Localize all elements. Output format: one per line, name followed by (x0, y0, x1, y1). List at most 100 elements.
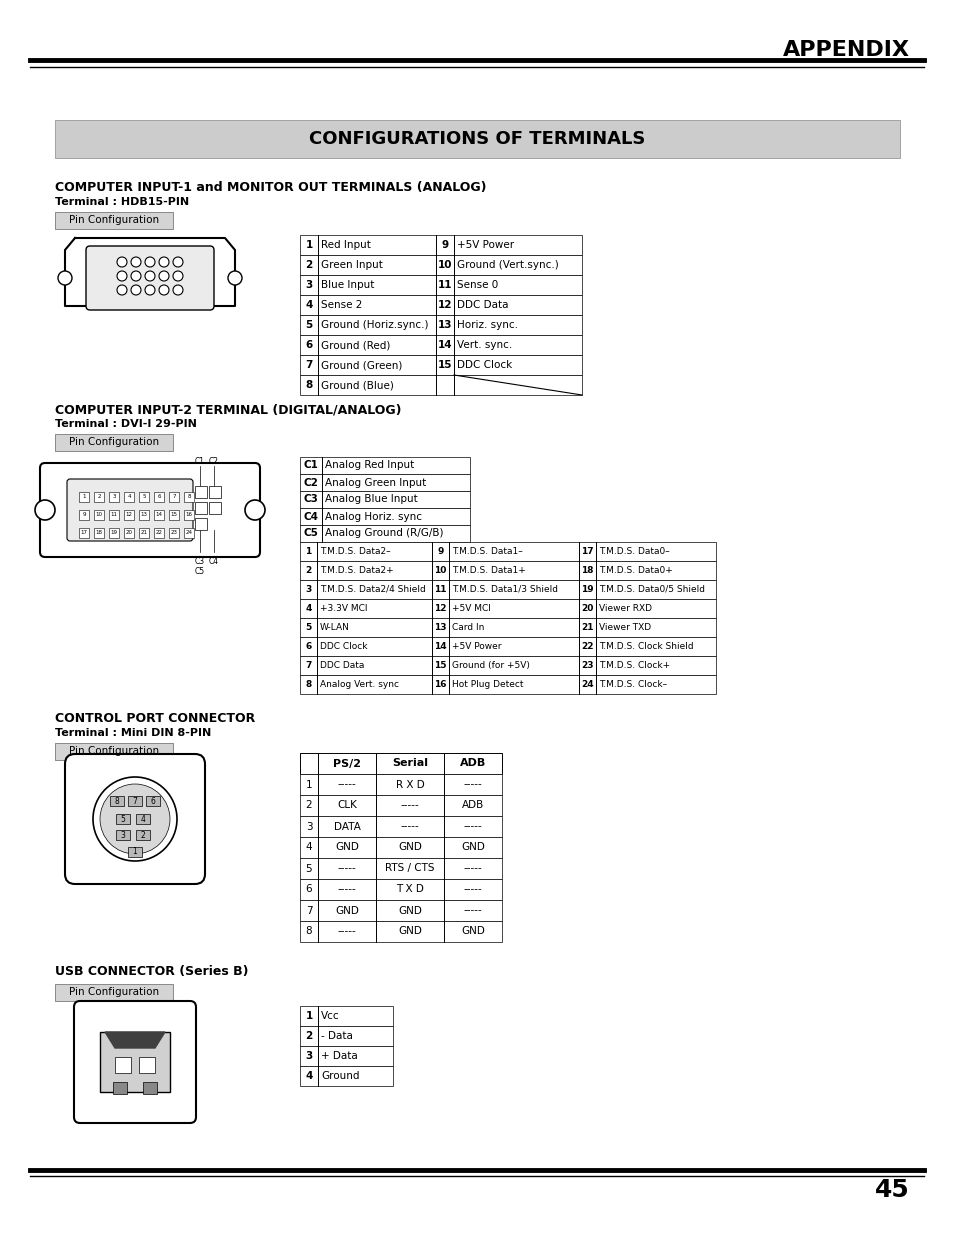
Text: 5: 5 (305, 863, 312, 873)
Text: 10: 10 (434, 566, 446, 576)
Circle shape (131, 270, 141, 282)
Text: -----: ----- (337, 863, 356, 873)
Text: -----: ----- (400, 821, 419, 831)
Bar (136, 830, 150, 840)
Bar (124, 510, 133, 520)
Bar (299, 774, 501, 795)
Text: T.M.D.S. Clock Shield: T.M.D.S. Clock Shield (598, 642, 693, 651)
Bar (299, 275, 581, 295)
Text: Hot Plug Detect: Hot Plug Detect (452, 680, 523, 689)
Circle shape (117, 270, 127, 282)
Circle shape (35, 500, 55, 520)
Text: Pin Configuration: Pin Configuration (69, 437, 159, 447)
Text: ADB: ADB (461, 800, 483, 810)
Text: Ground (Blue): Ground (Blue) (320, 380, 394, 390)
Text: Analog Ground (R/G/B): Analog Ground (R/G/B) (325, 529, 443, 538)
Text: USB CONNECTOR (Series B): USB CONNECTOR (Series B) (55, 966, 248, 978)
Bar (153, 510, 164, 520)
Text: 16: 16 (185, 513, 193, 517)
Text: Terminal : Mini DIN 8-PIN: Terminal : Mini DIN 8-PIN (55, 727, 211, 739)
Text: T.M.D.S. Data1/3 Shield: T.M.D.S. Data1/3 Shield (452, 585, 558, 594)
Bar (139, 1057, 154, 1073)
Text: Sense 2: Sense 2 (320, 300, 362, 310)
Text: Ground: Ground (320, 1071, 359, 1081)
Circle shape (131, 257, 141, 267)
Bar (112, 1082, 127, 1094)
Circle shape (145, 285, 154, 295)
Bar (299, 676, 716, 694)
Bar (299, 1026, 393, 1046)
Circle shape (172, 257, 183, 267)
Bar (194, 517, 207, 530)
Bar (139, 510, 149, 520)
Bar (299, 753, 501, 774)
Bar (169, 510, 179, 520)
Circle shape (145, 257, 154, 267)
Bar (109, 492, 119, 501)
Text: DATA: DATA (334, 821, 360, 831)
Text: Analog Green Input: Analog Green Input (325, 478, 426, 488)
Bar (110, 797, 124, 806)
Bar (299, 492, 470, 508)
Text: Vcc: Vcc (320, 1011, 339, 1021)
Text: T.M.D.S. Data2/4 Shield: T.M.D.S. Data2/4 Shield (319, 585, 425, 594)
Text: -----: ----- (463, 884, 482, 894)
Text: 1: 1 (305, 779, 312, 789)
Bar (55, 212, 172, 228)
Text: 2: 2 (305, 800, 312, 810)
Text: -----: ----- (400, 800, 419, 810)
Text: 22: 22 (580, 642, 593, 651)
Text: 23: 23 (580, 661, 593, 671)
Text: GND: GND (397, 842, 421, 852)
Bar (184, 529, 193, 538)
Text: W-LAN: W-LAN (319, 622, 350, 632)
Text: 6: 6 (305, 340, 313, 350)
Text: 5: 5 (305, 622, 312, 632)
Circle shape (228, 270, 242, 285)
Text: 2: 2 (305, 261, 313, 270)
Text: 1: 1 (305, 1011, 313, 1021)
Bar (153, 492, 164, 501)
Bar (128, 847, 142, 857)
Text: C1: C1 (194, 457, 205, 467)
Bar (109, 529, 119, 538)
Text: 7: 7 (305, 661, 312, 671)
Bar (94, 492, 104, 501)
Bar (299, 525, 470, 542)
Text: GND: GND (397, 905, 421, 915)
Text: 5: 5 (305, 320, 313, 330)
Text: T.M.D.S. Clock–: T.M.D.S. Clock– (598, 680, 666, 689)
Bar (299, 921, 501, 942)
Bar (136, 814, 150, 824)
Bar (109, 510, 119, 520)
Bar (299, 457, 470, 474)
Text: Ground (Horiz.sync.): Ground (Horiz.sync.) (320, 320, 428, 330)
Text: 1: 1 (305, 240, 313, 249)
Text: GND: GND (460, 842, 484, 852)
Bar (55, 433, 172, 451)
Text: Red Input: Red Input (320, 240, 371, 249)
Text: 1: 1 (82, 494, 86, 499)
Bar (55, 120, 899, 158)
Bar (55, 743, 172, 760)
Text: 9: 9 (436, 547, 443, 556)
Text: 13: 13 (140, 513, 148, 517)
Polygon shape (65, 238, 234, 306)
Text: Analog Horiz. sync: Analog Horiz. sync (325, 511, 421, 521)
Bar (299, 637, 716, 656)
Bar (169, 529, 179, 538)
Text: 9: 9 (82, 513, 86, 517)
Text: Ground (Red): Ground (Red) (320, 340, 390, 350)
Bar (299, 580, 716, 599)
Text: 18: 18 (580, 566, 593, 576)
Text: 23: 23 (171, 531, 177, 536)
Bar (79, 529, 89, 538)
Bar (55, 984, 172, 1002)
Text: 3: 3 (112, 494, 115, 499)
Text: 17: 17 (580, 547, 593, 556)
Circle shape (159, 270, 169, 282)
Text: 15: 15 (434, 661, 446, 671)
Bar (79, 510, 89, 520)
Text: 20: 20 (580, 604, 593, 613)
Text: -----: ----- (463, 905, 482, 915)
